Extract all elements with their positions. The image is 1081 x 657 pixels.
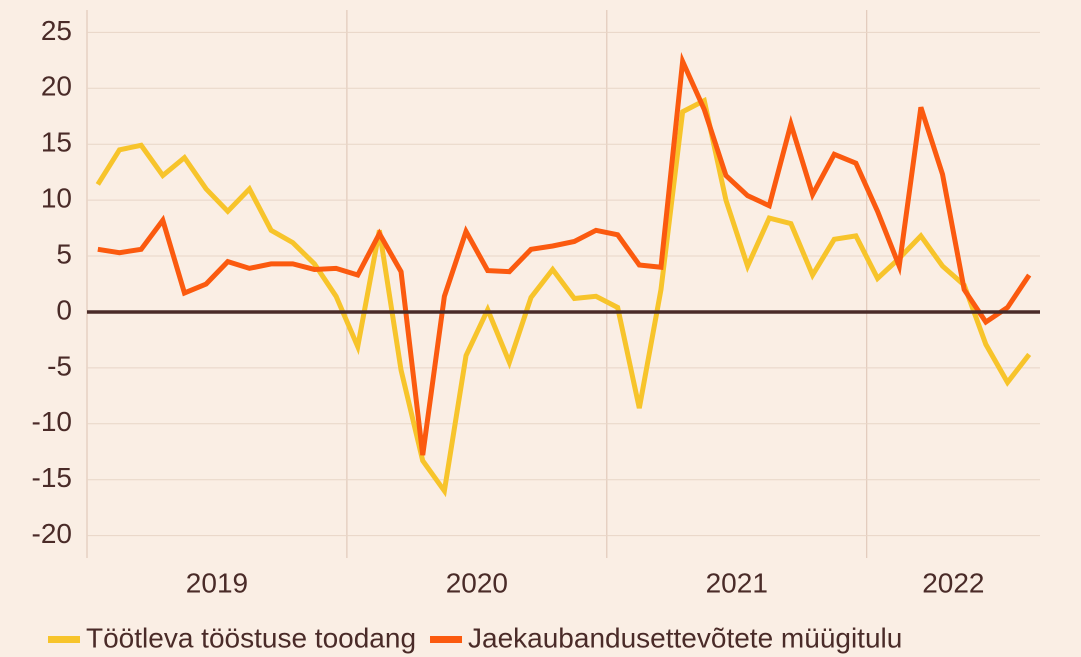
legend-label: Töötleva tööstuse toodang bbox=[86, 622, 416, 653]
y-tick-label: 25 bbox=[41, 15, 72, 46]
legend-swatch bbox=[48, 636, 80, 643]
y-tick-label: 5 bbox=[56, 238, 72, 269]
x-tick-label: 2022 bbox=[922, 567, 984, 598]
legend-swatch bbox=[430, 636, 463, 643]
y-tick-label: 15 bbox=[41, 127, 72, 158]
y-tick-label: 20 bbox=[41, 71, 72, 102]
y-tick-label: 10 bbox=[41, 183, 72, 214]
x-tick-label: 2020 bbox=[446, 567, 508, 598]
y-tick-label: -5 bbox=[47, 350, 72, 381]
y-tick-label: -10 bbox=[32, 406, 72, 437]
x-tick-label: 2021 bbox=[706, 567, 768, 598]
legend-label: Jaekaubandusettevõtete müügitulu bbox=[468, 622, 902, 653]
series-line bbox=[95, 96, 1032, 498]
y-tick-label: -15 bbox=[32, 462, 72, 493]
x-tick-label: 2019 bbox=[186, 567, 248, 598]
series-line bbox=[97, 51, 1032, 456]
y-tick-label: 0 bbox=[56, 294, 72, 325]
y-tick-label: -20 bbox=[32, 518, 72, 549]
